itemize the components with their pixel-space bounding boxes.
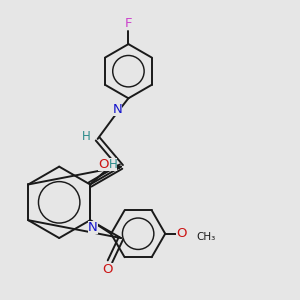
Text: H: H bbox=[109, 158, 117, 171]
Text: F: F bbox=[125, 17, 132, 30]
Text: O: O bbox=[176, 227, 187, 240]
Text: H: H bbox=[82, 130, 91, 143]
Text: O: O bbox=[98, 158, 109, 171]
Text: O: O bbox=[102, 263, 113, 276]
Text: CH₃: CH₃ bbox=[196, 232, 215, 242]
Text: N: N bbox=[88, 221, 98, 234]
Text: N: N bbox=[112, 103, 122, 116]
